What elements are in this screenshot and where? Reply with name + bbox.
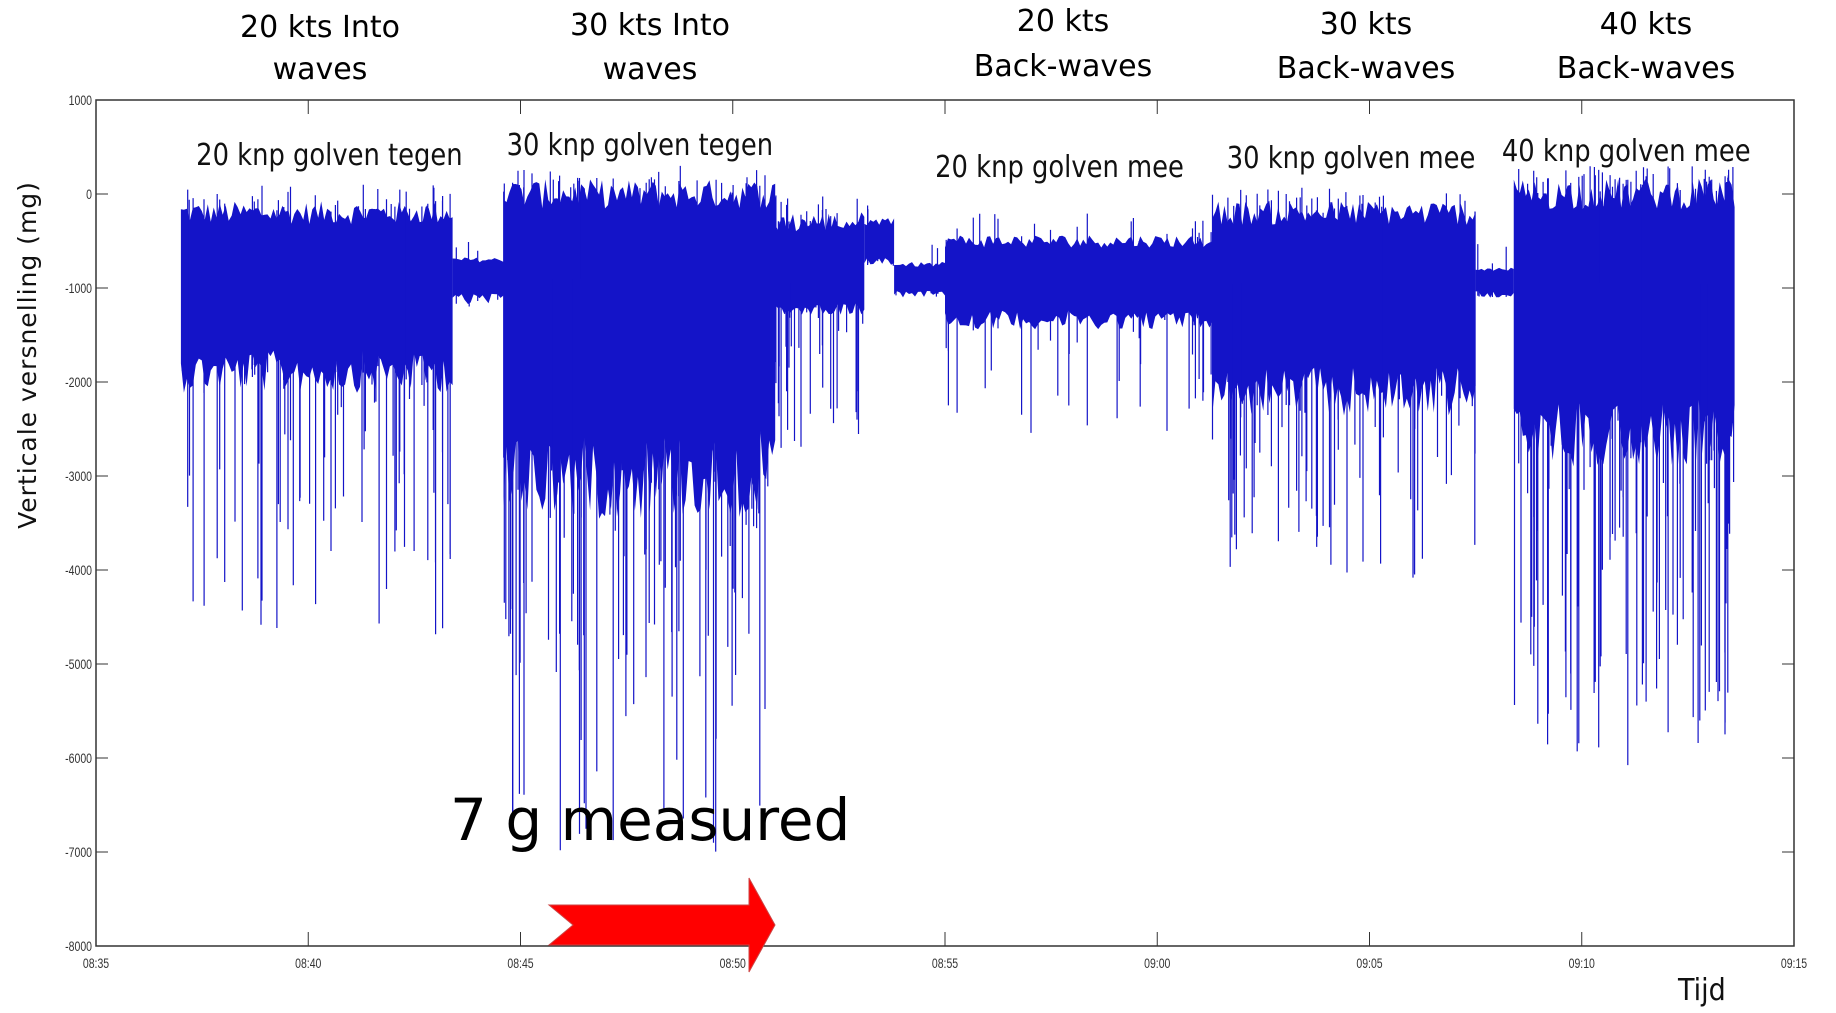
signal-segment — [864, 205, 895, 266]
signal-spikes — [945, 213, 1212, 433]
signal-spikes — [774, 195, 864, 448]
top-title-5-line1: 40 kts — [1600, 7, 1692, 42]
y-axis-label: Verticale versnelling (mg) — [13, 181, 42, 529]
top-title-3-line1: 20 kts — [1017, 4, 1109, 39]
segment-label-3: 20 knp golven mee — [935, 149, 1184, 184]
y-tick-label: -1000 — [65, 281, 92, 297]
segment-label-5: 40 knp golven mee — [1502, 133, 1751, 168]
top-titles: 20 kts Into waves 30 kts Into waves 20 k… — [240, 4, 1735, 87]
x-tick-label: 08:55 — [932, 956, 958, 972]
x-axis-label: Tijd — [1677, 973, 1726, 1008]
top-title-2-line1: 30 kts Into — [570, 8, 730, 43]
signal-segment — [452, 242, 504, 307]
x-tick-label: 09:15 — [1781, 956, 1807, 972]
signal-spikes — [1211, 187, 1476, 578]
segment-label-4: 30 knp golven mee — [1227, 140, 1476, 175]
annotation-text: 7 g measured — [450, 786, 850, 854]
y-tick-label: -8000 — [65, 939, 92, 955]
top-title-3-line2: Back-waves — [974, 49, 1152, 84]
y-tick-label: -7000 — [65, 845, 92, 861]
red-arrow-icon — [547, 877, 776, 973]
x-tick-label: 08:45 — [507, 956, 533, 972]
y-tick-label: -2000 — [65, 375, 92, 391]
signal-segment — [180, 184, 453, 635]
segment-label-1: 20 knp golven tegen — [196, 137, 462, 172]
y-tick-label: -6000 — [65, 751, 92, 767]
x-tick-label: 09:05 — [1356, 956, 1382, 972]
signal-envelope — [180, 201, 453, 393]
signal-envelope — [864, 218, 895, 265]
y-tick-label: 1000 — [69, 93, 92, 109]
signal-segment — [503, 165, 776, 852]
segment-label-2: 30 knp golven tegen — [507, 127, 773, 162]
signal-spikes — [867, 205, 894, 266]
signal-segment — [1513, 166, 1735, 766]
x-tick-label: 08:35 — [83, 956, 109, 972]
signal-spikes — [1513, 166, 1735, 766]
x-tick-label: 08:40 — [295, 956, 321, 972]
y-tick-label: -4000 — [65, 563, 92, 579]
signal-envelope — [775, 212, 865, 315]
signal-spikes — [503, 165, 769, 852]
axis-ticks: 1000 0 -1000 -2000 -3000 -4000 -5000 -6000 -7000… — [65, 93, 1807, 972]
top-title-5-line2: Back-waves — [1557, 51, 1735, 86]
signal-spikes — [455, 242, 499, 307]
y-tick-label: -3000 — [65, 469, 92, 485]
signal-envelope — [945, 235, 1213, 330]
signal-segment — [1211, 187, 1476, 578]
top-title-4-line1: 30 kts — [1320, 7, 1412, 42]
signal-segment — [1475, 244, 1514, 298]
signal-segment — [945, 213, 1213, 433]
top-title-1-line1: 20 kts Into — [240, 10, 400, 45]
signal-spikes — [1477, 244, 1507, 297]
segment-labels: 20 knp golven tegen 30 knp golven tegen … — [196, 127, 1750, 184]
signal-segment — [774, 195, 865, 448]
x-tick-label: 08:50 — [720, 956, 746, 972]
x-tick-label: 09:00 — [1144, 956, 1170, 972]
signal-spikes — [181, 184, 451, 635]
top-title-4-line2: Back-waves — [1277, 51, 1455, 86]
top-title-2-line2: waves — [603, 52, 698, 87]
signal-trace — [180, 165, 1735, 852]
signal-segment — [894, 244, 945, 298]
signal-spikes — [895, 244, 939, 297]
y-tick-label: 0 — [86, 187, 92, 203]
x-tick-label: 09:10 — [1569, 956, 1595, 972]
top-title-1-line2: waves — [273, 52, 368, 87]
y-tick-label: -5000 — [65, 657, 92, 673]
